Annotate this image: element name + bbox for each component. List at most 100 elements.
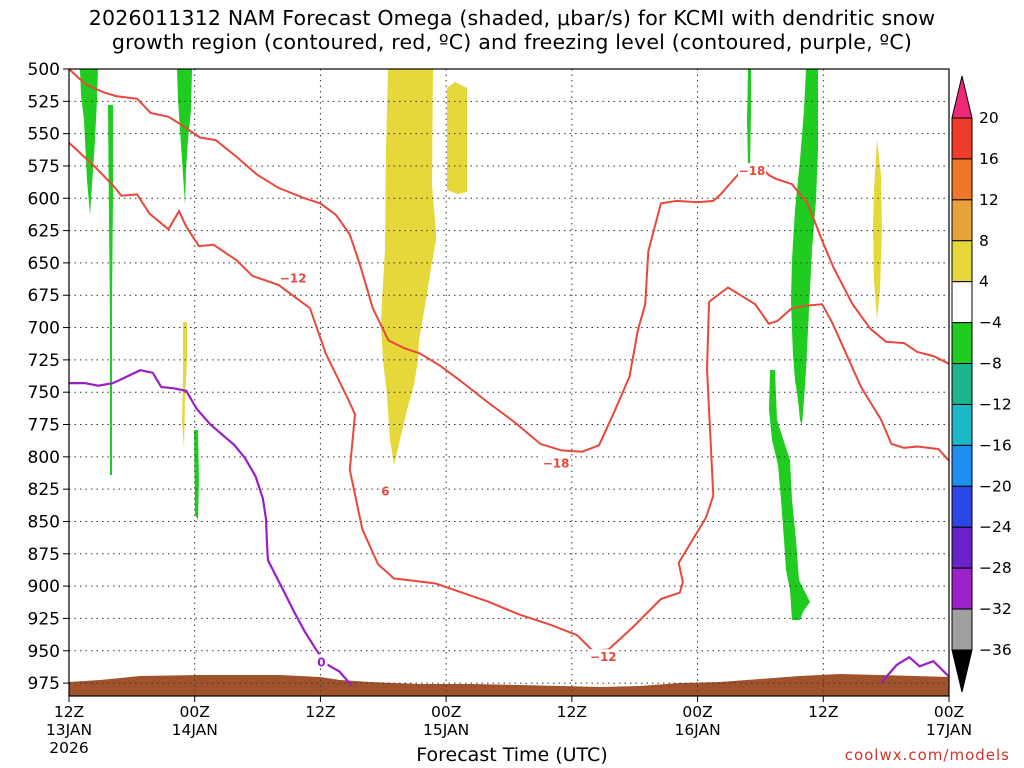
colorbar-swatch	[951, 117, 973, 160]
omega-yellow-area	[381, 69, 436, 465]
colorbar-label: 16	[979, 150, 999, 168]
y-tick-label: 650	[28, 254, 60, 274]
y-tick-label: 900	[28, 577, 60, 597]
x-tick-label: 12Z	[305, 703, 335, 721]
x-tick-label: 15JAN	[423, 721, 469, 739]
colorbar-swatch	[951, 281, 973, 324]
colorbar-swatch	[951, 526, 973, 569]
y-tick-label: 750	[28, 383, 60, 403]
y-tick-label: 725	[28, 351, 60, 371]
colorbar-swatch	[951, 322, 973, 365]
contour-label-background	[542, 455, 571, 470]
omega-green-area	[194, 430, 199, 520]
x-axis-label: Forecast Time (UTC)	[416, 744, 608, 766]
colorbar-label: 12	[979, 191, 999, 209]
chart-title: 2026011312 NAM Forecast Omega (shaded, μ…	[0, 6, 1024, 54]
x-tick-label: 2026	[49, 739, 88, 757]
dgz-contour-neg12	[69, 141, 949, 652]
colorbar-swatch	[951, 240, 973, 283]
contours	[69, 69, 949, 687]
contour-label: 0	[317, 655, 325, 669]
x-tick-label: 00Z	[431, 703, 461, 721]
omega-green-area	[80, 69, 98, 215]
colorbar-swatch	[951, 363, 973, 405]
dgz-contour-neg18	[69, 69, 949, 453]
colorbar-label: −24	[979, 518, 1012, 536]
colorbar: 20 16 12 8 4 −4 −8 −12 −16 −20 −24 −28 −32 −36	[951, 75, 1012, 693]
colorbar-label: −32	[979, 600, 1012, 618]
contour-label-background	[589, 649, 618, 664]
x-tick-label: 14JAN	[172, 721, 218, 739]
omega-green-area	[791, 69, 818, 425]
contour-label-background	[279, 270, 308, 285]
omega-shading	[80, 69, 882, 620]
contour-label-background	[379, 483, 392, 498]
y-tick-label: 775	[28, 416, 60, 436]
colorbar-swatch	[951, 567, 973, 610]
colorbar-swatch	[951, 485, 973, 528]
x-tick-label: 17JAN	[926, 721, 972, 739]
y-tick-label: 600	[28, 189, 60, 209]
colorbar-bottom-arrow	[951, 649, 973, 693]
contour-label-background	[738, 163, 767, 178]
y-tick-label: 875	[28, 545, 60, 565]
terrain-ground	[69, 674, 949, 696]
x-tick-label: 00Z	[682, 703, 712, 721]
y-tick-label: 825	[28, 480, 60, 500]
freezing-level-contour-right	[880, 655, 949, 684]
colorbar-swatch	[951, 444, 973, 487]
colorbar-label: −12	[979, 395, 1012, 413]
y-tick-label: 925	[28, 609, 60, 629]
x-tick-label: 16JAN	[674, 721, 720, 739]
colorbar-top-arrow	[951, 75, 973, 119]
contour-label: −18	[543, 456, 570, 470]
y-tick-label: 625	[28, 222, 60, 242]
omega-green-area	[769, 370, 810, 620]
y-tick-label: 700	[28, 319, 60, 339]
omega-green-area	[177, 69, 192, 205]
colorbar-label: −28	[979, 559, 1012, 577]
y-tick-label: 500	[28, 60, 60, 80]
y-tick-label: 800	[28, 448, 60, 468]
colorbar-label: 8	[979, 232, 989, 250]
credit-text: coolwx.com/models	[844, 746, 1010, 764]
omega-yellow-area	[182, 322, 187, 450]
x-tick-label: 12Z	[808, 703, 838, 721]
colorbar-label: 4	[979, 273, 989, 291]
chart-title-line2: growth region (contoured, red, ºC) and f…	[111, 30, 913, 54]
colorbar-label: −4	[979, 314, 1002, 332]
contour-label: −12	[590, 650, 617, 664]
colorbar-swatch	[951, 403, 973, 446]
contour-label-background	[315, 654, 328, 669]
y-tick-label: 975	[28, 674, 60, 694]
chart-title-line1: 2026011312 NAM Forecast Omega (shaded, μ…	[88, 6, 936, 30]
x-tick-label: 00Z	[180, 703, 210, 721]
omega-yellow-area	[447, 82, 467, 194]
x-tick-label: 12Z	[54, 703, 84, 721]
contour-label: −12	[280, 271, 307, 285]
y-tick-label: 575	[28, 157, 60, 177]
y-tick-label: 675	[28, 286, 60, 306]
y-tick-label: 950	[28, 642, 60, 662]
contour-label: −18	[739, 164, 766, 178]
colorbar-swatch	[951, 158, 973, 201]
y-tick-label: 550	[28, 125, 60, 145]
y-tick-label: 850	[28, 512, 60, 532]
colorbar-label: −20	[979, 477, 1012, 495]
y-axis: 500 525 550 575 600 625 650 675 700 725 750 775 800 8…	[28, 60, 69, 694]
colorbar-swatch	[951, 608, 973, 651]
y-tick-label: 525	[28, 92, 60, 112]
grid	[69, 69, 949, 696]
x-tick-label: 00Z	[934, 703, 964, 721]
colorbar-label: 20	[979, 109, 999, 127]
colorbar-label: −8	[979, 355, 1002, 373]
omega-green-area	[747, 69, 751, 170]
freezing-level-contour-left	[69, 369, 353, 687]
contour-labels: −12 −18 −12 −18 0 6	[279, 163, 767, 669]
colorbar-swatch	[951, 199, 973, 242]
plot-frame	[68, 68, 950, 697]
contour-label: 6	[381, 485, 389, 499]
x-tick-label: 13JAN	[46, 721, 92, 739]
colorbar-label: −16	[979, 436, 1012, 454]
